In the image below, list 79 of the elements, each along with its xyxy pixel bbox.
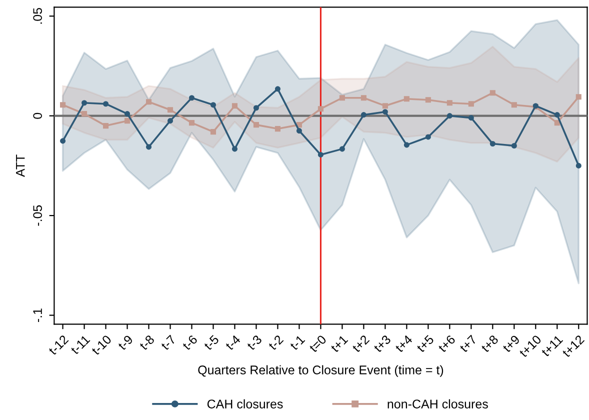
point: [425, 97, 431, 103]
point: [82, 111, 88, 117]
point: [382, 103, 388, 109]
point: [232, 146, 238, 152]
point: [274, 126, 280, 132]
x-tick-label: t+7: [459, 334, 478, 353]
point: [468, 101, 474, 107]
point: [188, 120, 195, 126]
x-tick-label: t-2: [268, 334, 284, 351]
point: [360, 95, 366, 101]
x-tick-label: t+2: [352, 334, 370, 353]
point: [167, 107, 174, 113]
legend-label: CAH closures: [207, 399, 283, 408]
point: [490, 140, 496, 147]
y-tick-label: -.1: [33, 308, 42, 322]
x-tick-label: t-9: [117, 334, 134, 351]
x-tick-label: t-8: [138, 334, 155, 351]
point: [404, 96, 410, 102]
point: [511, 142, 517, 149]
point: [576, 94, 582, 100]
x-tick-label: t-10: [90, 334, 112, 356]
x-tick-label: t-7: [160, 334, 176, 351]
y-axis-title: ATT: [16, 154, 25, 178]
point: [253, 122, 260, 128]
point: [124, 118, 130, 124]
point: [210, 129, 216, 135]
point: [232, 103, 238, 109]
y-tick-label: .05: [33, 8, 42, 24]
x-tick-label: t+9: [502, 334, 520, 353]
point: [253, 105, 260, 111]
x-tick-label: t-1: [289, 334, 306, 351]
point: [339, 95, 345, 101]
point: [360, 112, 366, 118]
point: [60, 102, 66, 108]
point: [318, 152, 324, 158]
point: [82, 100, 88, 106]
point: [274, 86, 280, 92]
point: [146, 99, 152, 105]
point: [554, 120, 560, 126]
point: [425, 134, 431, 140]
point: [446, 100, 452, 106]
x-axis-title: Quarters Relative to Closure Event (time = t): [198, 365, 444, 377]
x-tick-label: t+3: [373, 334, 392, 353]
point: [554, 112, 560, 118]
point: [511, 102, 517, 108]
x-tick-label: t-6: [182, 334, 198, 351]
point: [339, 146, 345, 152]
x-tick-label: t-4: [224, 334, 241, 351]
y-tick-label: 0: [33, 112, 42, 119]
x-tick-label: t+6: [438, 334, 456, 353]
point: [60, 138, 66, 144]
legend-label: non-CAH closures: [388, 399, 488, 408]
point: [446, 113, 452, 119]
x-tick-label: t-12: [48, 334, 69, 356]
point: [102, 123, 109, 129]
x-tick-label: t+8: [480, 334, 499, 353]
x-tick-label: t+5: [416, 334, 434, 353]
point: [382, 109, 388, 115]
point: [210, 102, 216, 108]
point: [296, 128, 302, 134]
point: [490, 90, 496, 96]
point: [124, 111, 130, 117]
point: [318, 106, 324, 112]
point: [296, 122, 302, 128]
x-tick-label: t+11: [540, 334, 564, 358]
x-tick-label: t-5: [203, 334, 220, 351]
point: [576, 162, 582, 168]
point: [468, 115, 474, 121]
x-tick-label: t+4: [394, 334, 413, 353]
point: [167, 118, 174, 124]
x-tick-label: t+1: [330, 334, 348, 353]
point: [102, 101, 109, 107]
point: [188, 95, 195, 101]
x-tick-label: t=0: [308, 334, 327, 353]
point: [146, 144, 152, 150]
x-tick-label: t-3: [246, 334, 262, 351]
point: [404, 142, 410, 148]
y-tick-label: -.05: [33, 205, 42, 226]
x-tick-label: t-11: [70, 334, 90, 355]
